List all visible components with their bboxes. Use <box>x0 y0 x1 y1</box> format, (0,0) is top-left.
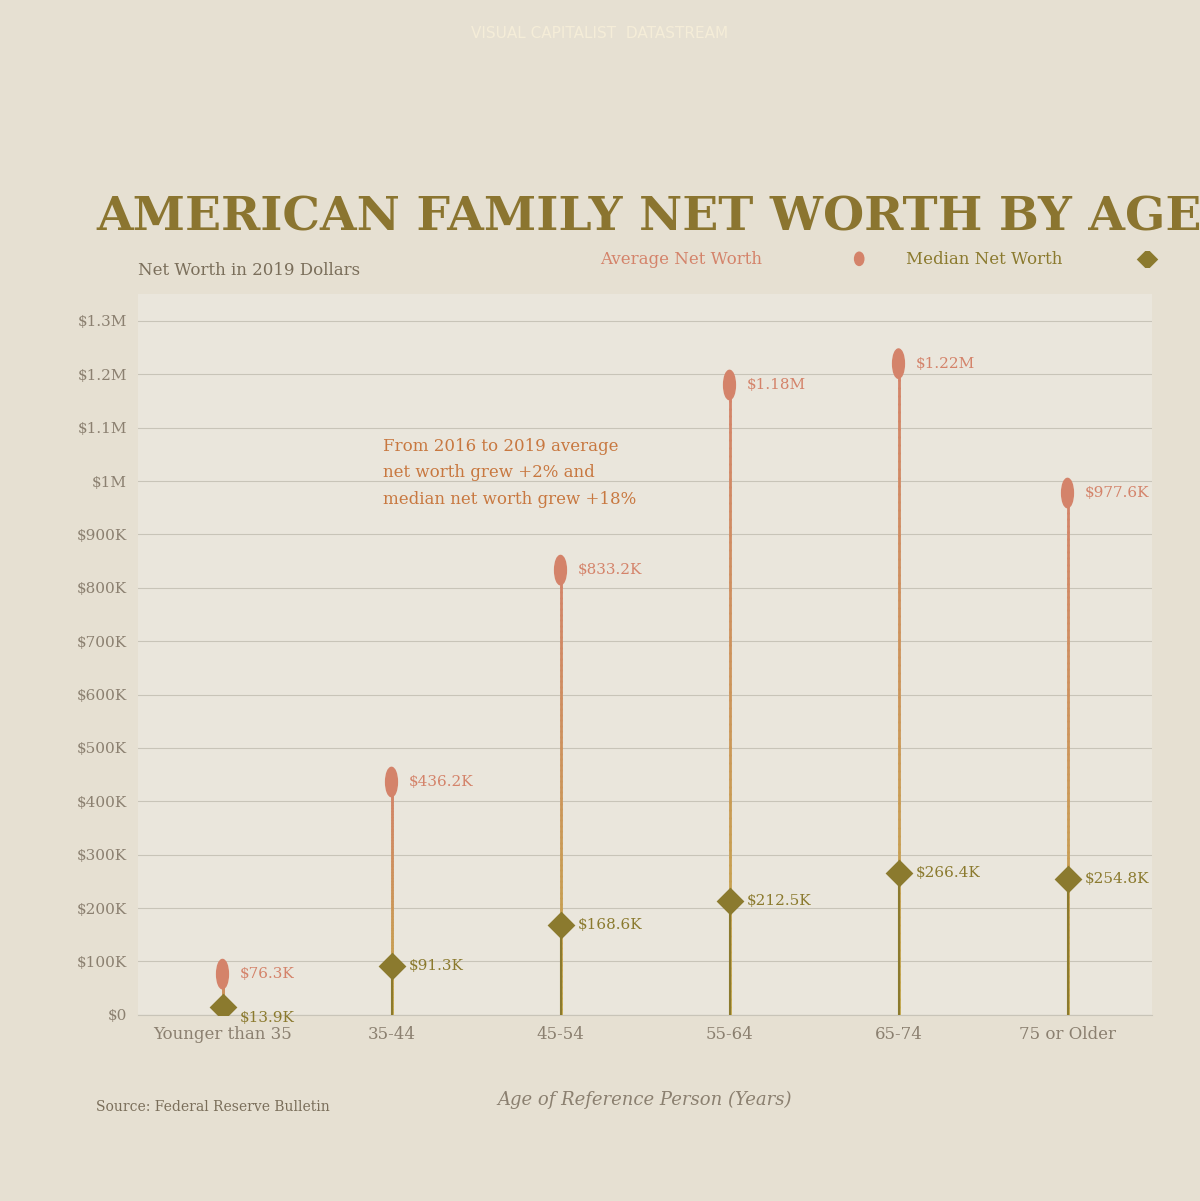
Ellipse shape <box>385 767 397 796</box>
Ellipse shape <box>216 960 228 988</box>
Ellipse shape <box>724 370 736 400</box>
Text: VISUAL CAPITALIST  DATASTREAM: VISUAL CAPITALIST DATASTREAM <box>472 26 728 41</box>
Text: Age of Reference Person (Years): Age of Reference Person (Years) <box>498 1091 792 1109</box>
Text: Average Net Worth: Average Net Worth <box>600 251 762 268</box>
Ellipse shape <box>893 349 905 378</box>
Point <box>212 998 232 1017</box>
Point <box>382 956 401 975</box>
Point <box>1138 249 1157 268</box>
Text: $266.4K: $266.4K <box>916 866 980 879</box>
Ellipse shape <box>854 252 864 265</box>
Ellipse shape <box>1062 478 1074 508</box>
Text: AMERICAN FAMILY NET WORTH BY AGE: AMERICAN FAMILY NET WORTH BY AGE <box>96 195 1200 240</box>
Point <box>1058 870 1078 889</box>
Text: Median Net Worth: Median Net Worth <box>906 251 1062 268</box>
Text: $977.6K: $977.6K <box>1085 486 1148 500</box>
Point <box>720 892 739 912</box>
Point <box>551 915 570 934</box>
Text: $436.2K: $436.2K <box>408 775 473 789</box>
Text: $1.22M: $1.22M <box>916 357 974 371</box>
Text: $254.8K: $254.8K <box>1085 872 1148 886</box>
Point <box>889 864 908 883</box>
Text: Net Worth in 2019 Dollars: Net Worth in 2019 Dollars <box>138 262 360 279</box>
Text: From 2016 to 2019 average
net worth grew +2% and
median net worth grew +18%: From 2016 to 2019 average net worth grew… <box>383 438 636 508</box>
Text: $76.3K: $76.3K <box>240 967 294 981</box>
Text: $833.2K: $833.2K <box>577 563 642 578</box>
Ellipse shape <box>554 555 566 585</box>
Text: $91.3K: $91.3K <box>408 960 463 973</box>
Text: $13.9K: $13.9K <box>240 1011 294 1026</box>
Text: $1.18M: $1.18M <box>746 378 805 392</box>
Text: Source: Federal Reserve Bulletin: Source: Federal Reserve Bulletin <box>96 1100 330 1113</box>
Text: $212.5K: $212.5K <box>746 895 811 908</box>
Text: $168.6K: $168.6K <box>577 918 642 932</box>
